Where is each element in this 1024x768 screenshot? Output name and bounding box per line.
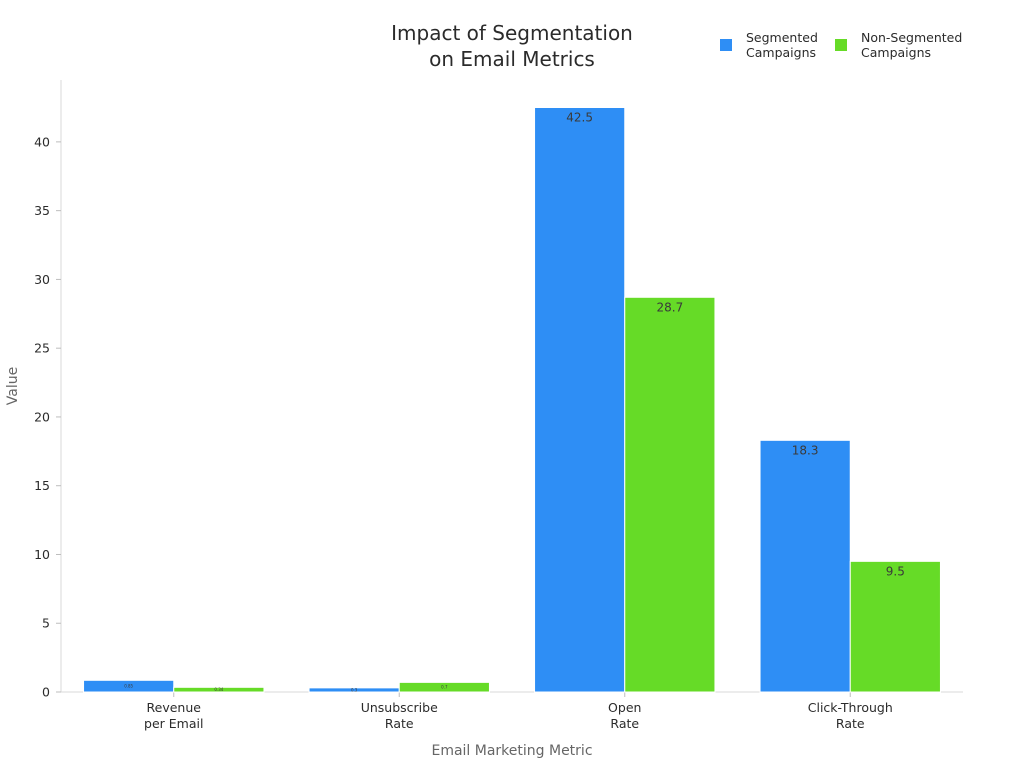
x-axis-title: Email Marketing Metric [431, 743, 592, 759]
chart-title-line-2: on Email Metrics [429, 47, 595, 71]
legend-label-segmented-line-1: Segmented [746, 30, 818, 45]
bar-value-label: 0.3 [351, 687, 358, 692]
bar-segmented [83, 679, 175, 693]
legend-item-segmented: Segmented Campaigns [720, 30, 818, 60]
chart-title: Impact of Segmentation on Email Metrics [391, 21, 633, 71]
bar-value-label: 9.5 [886, 564, 905, 578]
legend-label-non-segmented-line-1: Non-Segmented [861, 30, 962, 45]
y-tick-label: 10 [34, 547, 50, 562]
chart-title-line-1: Impact of Segmentation [391, 21, 633, 45]
legend-swatch-segmented [720, 39, 732, 51]
y-tick-label: 15 [34, 478, 50, 493]
y-tick-label: 35 [34, 203, 50, 218]
x-tick-label: Rate [385, 716, 414, 731]
y-tick-label: 5 [42, 616, 50, 631]
bar-value-label: 0.7 [441, 685, 448, 690]
legend-item-non-segmented: Non-Segmented Campaigns [835, 30, 962, 60]
bar-non-segmented [173, 686, 265, 693]
legend-swatch-non-segmented [835, 39, 847, 51]
bar-value-label: 42.5 [566, 111, 593, 125]
bar-non-segmented [849, 560, 941, 693]
x-tick-label: Rate [610, 716, 639, 731]
legend: Segmented Campaigns Non-Segmented Campai… [720, 30, 962, 60]
bar-non-segmented [398, 681, 490, 693]
y-tick-label: 20 [34, 409, 50, 424]
bar-value-label: 0.85 [124, 684, 133, 689]
bar-non-segmented [624, 296, 716, 693]
bar-value-label: 18.3 [792, 443, 819, 457]
legend-label-non-segmented-line-2: Campaigns [861, 45, 931, 60]
bar-segmented [534, 107, 626, 693]
bar-value-label: 0.34 [214, 687, 223, 692]
x-tick-label: Open [608, 700, 641, 715]
y-tick-label: 30 [34, 272, 50, 287]
bar-segmented [759, 439, 851, 693]
y-axis-title: Value [5, 367, 21, 405]
x-tick-label: Unsubscribe [361, 700, 438, 715]
y-axis: 0 5 10 15 20 25 30 35 40 [34, 80, 62, 700]
y-tick-label: 0 [42, 685, 50, 700]
x-tick-label: per Email [144, 716, 203, 731]
x-tick-label: Click-Through [808, 700, 893, 715]
legend-label-segmented-line-2: Campaigns [746, 45, 816, 60]
bars: 0.85 0.3 42.5 18.3 0.34 0.7 28.7 9.5 [83, 107, 941, 693]
bar-value-label: 28.7 [656, 300, 683, 314]
y-tick-label: 40 [34, 134, 50, 149]
x-tick-label: Rate [836, 716, 865, 731]
y-tick-label: 25 [34, 341, 50, 356]
x-tick-label: Revenue [147, 700, 202, 715]
